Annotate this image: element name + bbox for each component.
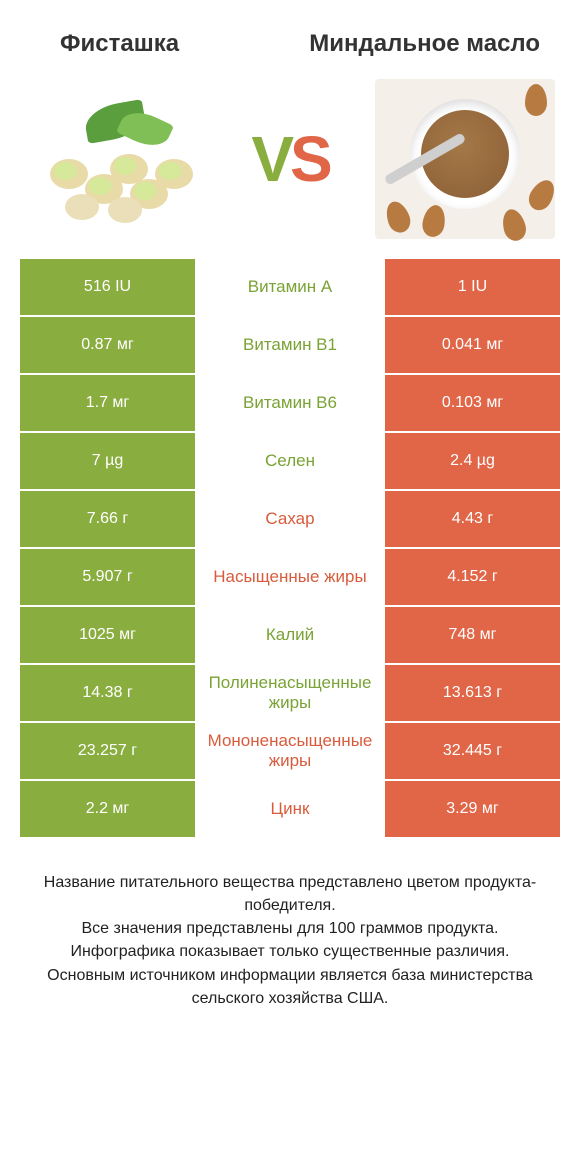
left-value: 1.7 мг xyxy=(20,375,195,431)
left-value: 5.907 г xyxy=(20,549,195,605)
left-value: 0.87 мг xyxy=(20,317,195,373)
nutrient-label: Цинк xyxy=(195,781,385,837)
vs-v: V xyxy=(251,123,290,195)
footer-line: Основным источником информации является … xyxy=(28,964,552,1010)
comparison-table: 516 IUВитамин A1 IU0.87 мгВитамин B10.04… xyxy=(0,259,580,837)
pistachio-icon xyxy=(30,99,200,219)
right-value: 748 мг xyxy=(385,607,560,663)
right-value: 4.43 г xyxy=(385,491,560,547)
footer-line: Название питательного вещества представл… xyxy=(28,871,552,917)
nutrient-label: Витамин B6 xyxy=(195,375,385,431)
left-product-title: Фисташка xyxy=(40,30,300,58)
right-value: 32.445 г xyxy=(385,723,560,779)
right-value: 3.29 мг xyxy=(385,781,560,837)
left-value: 516 IU xyxy=(20,259,195,315)
header: Фисташка Миндальное масло xyxy=(0,0,580,69)
nutrient-label: Селен xyxy=(195,433,385,489)
left-value: 7.66 г xyxy=(20,491,195,547)
nutrient-label: Насыщенные жиры xyxy=(195,549,385,605)
table-row: 23.257 гМононенасыщенные жиры32.445 г xyxy=(20,723,560,779)
images-row: VS xyxy=(0,69,580,259)
left-product-image xyxy=(20,79,210,239)
right-value: 13.613 г xyxy=(385,665,560,721)
table-row: 5.907 гНасыщенные жиры4.152 г xyxy=(20,549,560,605)
table-row: 2.2 мгЦинк3.29 мг xyxy=(20,781,560,837)
right-value: 0.041 мг xyxy=(385,317,560,373)
left-value: 2.2 мг xyxy=(20,781,195,837)
nutrient-label: Мононенасыщенные жиры xyxy=(195,723,385,779)
right-product-image xyxy=(370,79,560,239)
table-row: 14.38 гПолиненасыщенные жиры13.613 г xyxy=(20,665,560,721)
left-value: 23.257 г xyxy=(20,723,195,779)
table-row: 7.66 гСахар4.43 г xyxy=(20,491,560,547)
right-value: 0.103 мг xyxy=(385,375,560,431)
left-value: 14.38 г xyxy=(20,665,195,721)
nutrient-label: Сахар xyxy=(195,491,385,547)
footer-notes: Название питательного вещества представл… xyxy=(0,839,580,1010)
right-value: 2.4 µg xyxy=(385,433,560,489)
left-value: 7 µg xyxy=(20,433,195,489)
vs-s: S xyxy=(290,123,329,195)
right-value: 1 IU xyxy=(385,259,560,315)
right-product-title: Миндальное масло xyxy=(300,30,540,59)
right-value: 4.152 г xyxy=(385,549,560,605)
footer-line: Инфографика показывает только существенн… xyxy=(28,940,552,963)
table-row: 1025 мгКалий748 мг xyxy=(20,607,560,663)
left-value: 1025 мг xyxy=(20,607,195,663)
almond-butter-icon xyxy=(375,79,555,239)
nutrient-label: Полиненасыщенные жиры xyxy=(195,665,385,721)
footer-line: Все значения представлены для 100 граммо… xyxy=(28,917,552,940)
nutrient-label: Витамин B1 xyxy=(195,317,385,373)
table-row: 1.7 мгВитамин B60.103 мг xyxy=(20,375,560,431)
table-row: 516 IUВитамин A1 IU xyxy=(20,259,560,315)
table-row: 0.87 мгВитамин B10.041 мг xyxy=(20,317,560,373)
vs-label: VS xyxy=(251,122,328,196)
table-row: 7 µgСелен2.4 µg xyxy=(20,433,560,489)
nutrient-label: Калий xyxy=(195,607,385,663)
nutrient-label: Витамин A xyxy=(195,259,385,315)
